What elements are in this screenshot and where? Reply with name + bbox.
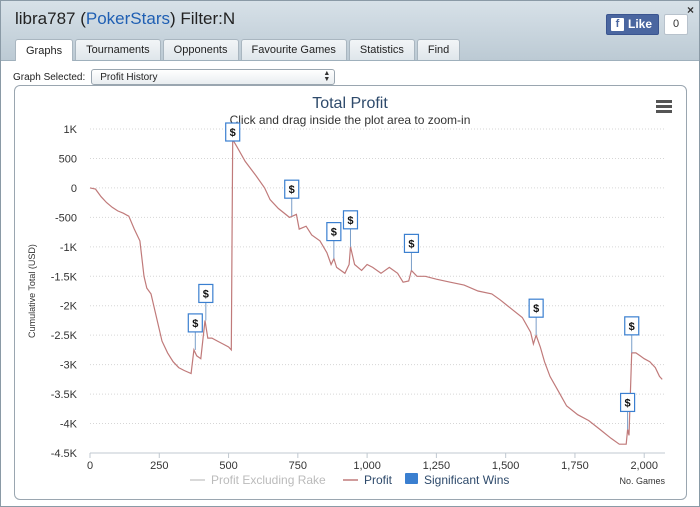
facebook-like-widget: f Like 0 xyxy=(606,13,689,35)
graph-select-value: Profit History xyxy=(100,71,158,83)
window-title: libra787 (PokerStars) Filter:N xyxy=(15,9,236,28)
facebook-like-count: 0 xyxy=(664,13,689,35)
x-tick-label: 1,000 xyxy=(353,460,381,472)
legend-swatch-significant-wins xyxy=(405,473,418,484)
tab-find[interactable]: Find xyxy=(416,39,461,60)
y-axis-title: Cumulative Total (USD) xyxy=(27,244,37,338)
significant-win-label: $ xyxy=(331,227,337,239)
significant-win-flag xyxy=(198,283,214,304)
significant-win-flag xyxy=(528,298,544,318)
y-tick-label: 0 xyxy=(71,183,77,195)
significant-win-label: $ xyxy=(625,397,631,409)
significant-win-flag xyxy=(342,210,359,230)
legend-label-excluding-rake: Profit Excluding Rake xyxy=(211,473,326,487)
legend-label-profit: Profit xyxy=(364,473,393,487)
significant-win-label: $ xyxy=(408,238,414,250)
y-tick-label: -3K xyxy=(60,360,78,372)
facebook-icon: f xyxy=(611,17,624,31)
title-site-link[interactable]: PokerStars xyxy=(85,9,170,28)
x-axis-title: No. Games xyxy=(619,476,665,486)
profit-series-line xyxy=(89,137,663,445)
graph-select-dropdown[interactable]: Profit History ▲ ▼ xyxy=(91,69,336,85)
significant-win-label: $ xyxy=(533,303,539,315)
y-tick-label: 500 xyxy=(59,153,77,165)
title-filter: Filter:N xyxy=(180,9,236,28)
facebook-like-button[interactable]: f Like xyxy=(606,13,660,35)
chart-subtitle: Click and drag inside the plot area to z… xyxy=(230,113,471,127)
tab-opponents[interactable]: Opponents xyxy=(162,39,239,60)
x-tick-label: 500 xyxy=(219,460,237,472)
significant-win-flag xyxy=(619,392,636,413)
significant-win-label: $ xyxy=(629,321,635,333)
x-tick-label: 0 xyxy=(87,460,93,472)
significant-win-label: $ xyxy=(347,215,353,227)
significant-win-flag xyxy=(624,316,640,336)
significant-win-label: $ xyxy=(203,288,209,300)
significant-win-flag xyxy=(403,233,420,253)
y-tick-label: -2K xyxy=(60,301,78,313)
y-tick-label: -1.5K xyxy=(51,271,78,283)
x-tick-label: 1,250 xyxy=(423,460,451,472)
x-tick-label: 750 xyxy=(289,460,307,472)
significant-win-flag xyxy=(284,179,300,199)
significant-win-label: $ xyxy=(230,127,236,139)
facebook-like-label: Like xyxy=(628,17,653,31)
tab-bar: Graphs Tournaments Opponents Favourite G… xyxy=(15,39,461,61)
tab-favourite-games[interactable]: Favourite Games xyxy=(240,39,347,60)
legend-label-significant-wins: Significant Wins xyxy=(424,473,509,487)
y-tick-label: -1K xyxy=(60,242,78,254)
title-bar: libra787 (PokerStars) Filter:N × f Like … xyxy=(1,1,699,61)
x-tick-label: 1,750 xyxy=(561,460,589,472)
significant-win-flag xyxy=(225,122,241,142)
close-icon[interactable]: × xyxy=(686,3,694,17)
tab-tournaments[interactable]: Tournaments xyxy=(75,39,161,60)
significant-win-label: $ xyxy=(289,184,295,196)
title-username: libra787 xyxy=(15,9,76,28)
chart-title: Total Profit xyxy=(312,95,388,112)
x-tick-label: 250 xyxy=(150,460,168,472)
y-tick-label: 1K xyxy=(64,124,78,136)
select-arrows-icon: ▲ ▼ xyxy=(323,70,331,83)
x-tick-label: 2,000 xyxy=(630,460,658,472)
y-tick-label: -4K xyxy=(60,419,78,431)
chart-container: Total Profit Click and drag inside the pl… xyxy=(14,85,687,500)
hamburger-menu-icon[interactable] xyxy=(656,100,672,113)
graph-selector-label: Graph Selected: xyxy=(13,71,86,83)
y-tick-label: -2.5K xyxy=(51,330,78,342)
y-tick-label: -3.5K xyxy=(51,389,78,401)
y-tick-label: -500 xyxy=(55,212,77,224)
significant-win-label: $ xyxy=(192,318,198,330)
x-tick-label: 1,500 xyxy=(492,460,520,472)
graph-selector: Graph Selected: Profit History ▲ ▼ xyxy=(13,69,336,85)
tab-graphs[interactable]: Graphs xyxy=(15,39,74,61)
y-tick-label: -4.5K xyxy=(51,448,78,460)
significant-win-flag xyxy=(187,313,203,333)
significant-win-flag xyxy=(326,222,342,242)
tab-statistics[interactable]: Statistics xyxy=(348,39,415,60)
